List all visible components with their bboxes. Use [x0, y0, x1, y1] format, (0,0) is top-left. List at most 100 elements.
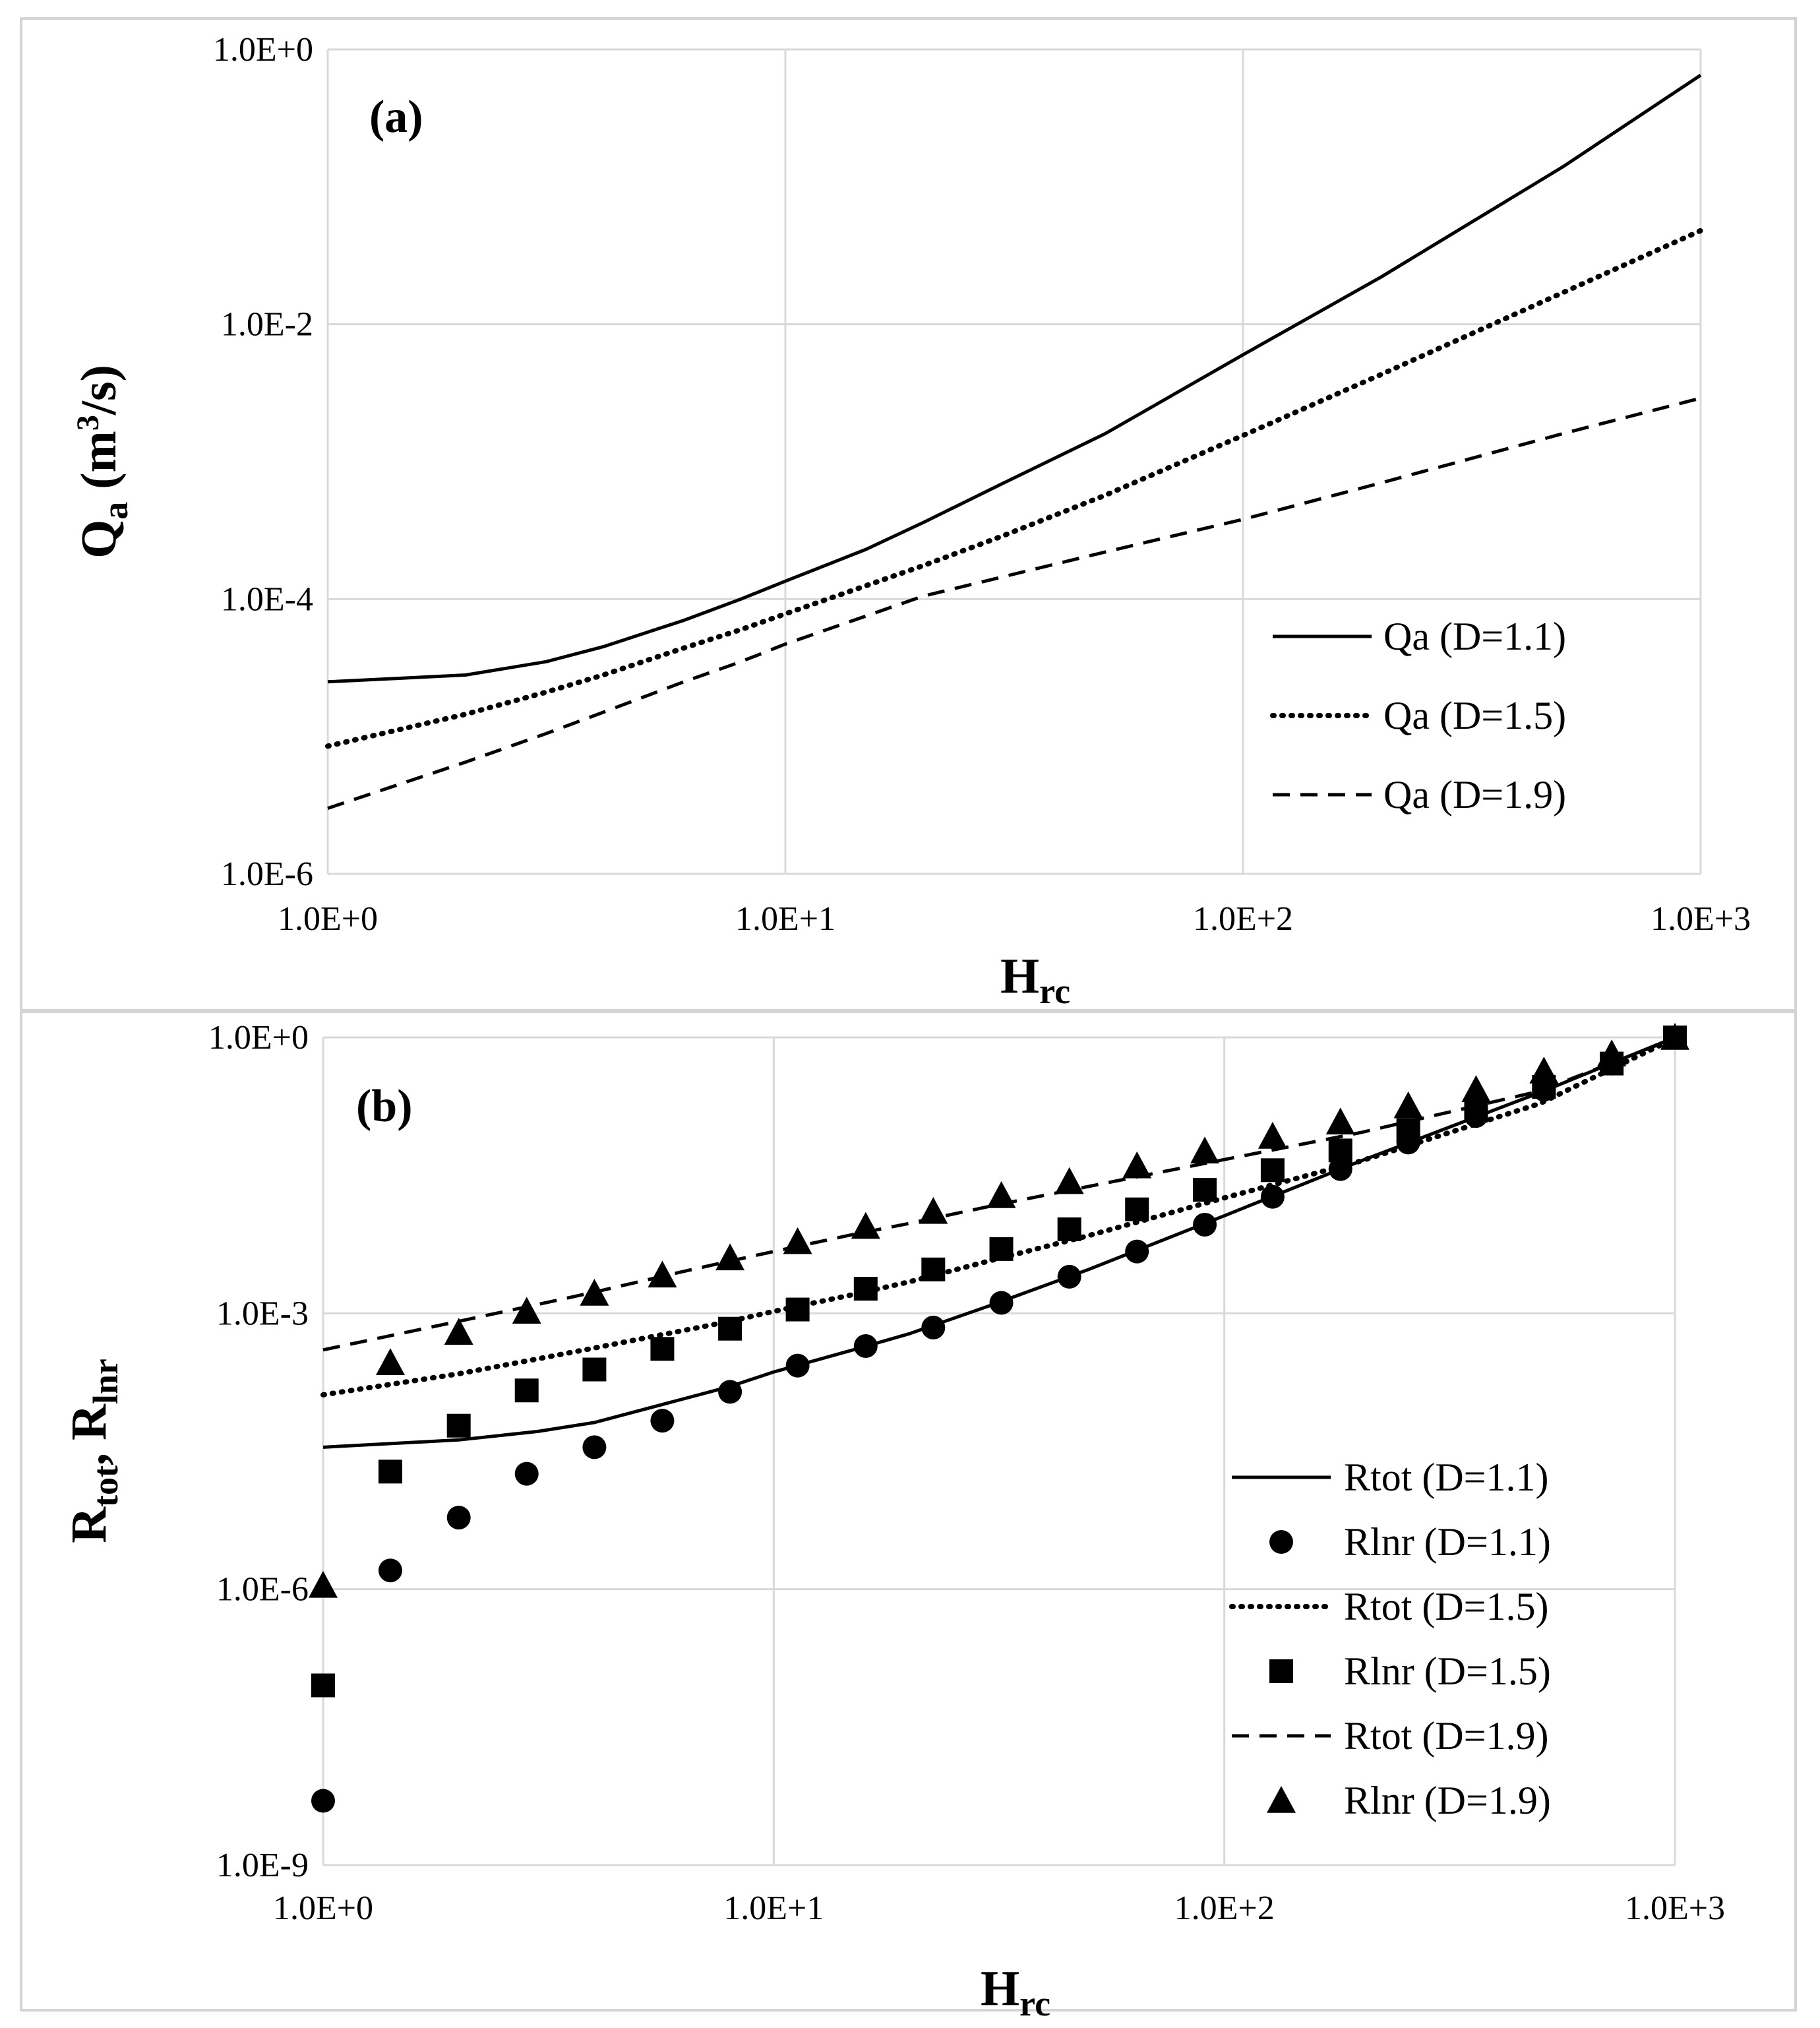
data-point-b-rlnr-d-1-5-11: [1057, 1217, 1081, 1241]
legend-a: Qa (D=1.1) Qa (D=1.5) Qa (D=1.9): [1270, 615, 1566, 816]
y-axis-title-sub2-b: lnr: [86, 1359, 125, 1404]
data-point-b-rlnr-d-1-1-8: [853, 1334, 878, 1359]
data-point-b-rlnr-d-1-5-7: [785, 1297, 810, 1322]
data-point-b-rlnr-d-1-9-1: [375, 1348, 405, 1375]
series-line-b-rtot-d-1-5: [320, 1035, 1678, 1398]
y-tick-label-b-0: 1.0E-9: [216, 1847, 309, 1884]
data-point-b-rlnr-d-1-5-17: [1464, 1098, 1488, 1122]
data-point-b-rlnr-d-1-1-7: [785, 1353, 810, 1378]
legend-label-a-1: Qa (D=1.5): [1383, 694, 1566, 737]
legend-label-b-5: Rlnr (D=1.9): [1344, 1779, 1551, 1822]
data-point-b-rlnr-d-1-9-17: [1461, 1075, 1491, 1102]
data-point-b-rlnr-d-1-5-1: [378, 1460, 402, 1484]
legend-b: Rtot (D=1.1) Rlnr (D=1.1) Rtot (D=1.5) Rlnr…: [1229, 1456, 1551, 1822]
data-point-b-rlnr-d-1-9-7: [783, 1227, 812, 1254]
data-point-b-rlnr-d-1-9-14: [1258, 1122, 1287, 1149]
data-point-b-rlnr-d-1-5-12: [1125, 1197, 1149, 1221]
data-point-b-rlnr-d-1-9-15: [1325, 1107, 1355, 1135]
tick-labels-b: 1.0E+0 1.0E+1 1.0E+2 1.0E+3 1.0E-9 1.0E-6 1.0E…: [208, 1019, 1725, 1927]
y-tick-label-b-1: 1.0E-6: [216, 1571, 309, 1609]
x-tick-label-b-0: 1.0E+0: [273, 1890, 373, 1927]
series-line-a-qa-d-1-1: [327, 73, 1702, 684]
data-point-b-rlnr-d-1-5-15: [1328, 1138, 1352, 1163]
x-axis-title-b: Hrc: [981, 1961, 1050, 2023]
data-point-b-rlnr-d-1-9-6: [715, 1243, 745, 1271]
y-tick-label-a-2: 1.0E-2: [221, 306, 313, 344]
data-point-b-rlnr-d-1-5-13: [1193, 1178, 1217, 1202]
data-point-b-rlnr-d-1-5-3: [514, 1378, 539, 1403]
data-point-b-rlnr-d-1-1-13: [1193, 1212, 1217, 1237]
y-axis-title-a: Qa (m3/s): [71, 365, 135, 559]
x-tick-label-b-2: 1.0E+2: [1174, 1890, 1275, 1927]
data-point-b-rlnr-d-1-5-10: [989, 1237, 1014, 1261]
series-line-a-qa-d-1-9: [327, 396, 1701, 810]
data-point-b-rlnr-d-1-9-2: [444, 1318, 473, 1345]
data-point-b-rlnr-d-1-5-8: [853, 1277, 878, 1301]
y-axis-title-rest-a: (m: [71, 431, 127, 502]
data-point-b-rlnr-d-1-5-14: [1260, 1158, 1285, 1183]
x-axis-title-sub-a: rc: [1039, 971, 1070, 1011]
data-point-b-rlnr-d-1-9-10: [986, 1181, 1016, 1208]
chart-a: 1.0E+0 1.0E+1 1.0E+2 1.0E+3 1.0E-6 1.0E-4 1.0E…: [71, 31, 1751, 1011]
legend-label-b-3: Rlnr (D=1.5): [1344, 1649, 1551, 1693]
data-point-b-rlnr-d-1-1-3: [514, 1461, 539, 1486]
data-point-b-rlnr-d-1-9-3: [512, 1297, 541, 1324]
data-point-b-rlnr-d-1-1-4: [582, 1435, 607, 1460]
series-markers-b-rlnr-d-1-1: [311, 1026, 1687, 1813]
y-axis-title-sub-b: tot: [86, 1465, 125, 1507]
y-axis-title-sup-a: 3: [71, 415, 106, 431]
data-point-b-rlnr-d-1-5-5: [650, 1337, 675, 1361]
data-point-b-rlnr-d-1-9-16: [1393, 1091, 1423, 1119]
legend-label-a-0: Qa (D=1.1): [1383, 615, 1566, 658]
chart-panel-b: [20, 1010, 1797, 2012]
data-point-b-rlnr-d-1-5-2: [446, 1413, 471, 1438]
y-axis-title-b: Rtot, Rlnr: [61, 1359, 125, 1543]
data-point-b-rlnr-d-1-1-1: [378, 1558, 402, 1583]
series-line-b-rtot-d-1-1: [322, 1035, 1676, 1449]
data-point-b-rlnr-d-1-9-9: [919, 1196, 948, 1224]
data-point-b-rlnr-d-1-5-0: [311, 1673, 335, 1698]
x-axis-title-sub-b: rc: [1019, 1984, 1050, 2023]
data-point-b-rlnr-d-1-9-18: [1529, 1057, 1559, 1084]
data-point-b-rlnr-d-1-9-0: [309, 1570, 338, 1598]
legend-label-b-2: Rtot (D=1.5): [1344, 1585, 1549, 1628]
gridlines-a: [326, 48, 1702, 875]
data-point-b-rlnr-d-1-1-2: [446, 1506, 471, 1530]
y-axis-title-sub-a: a: [96, 502, 135, 520]
series-group-a: [325, 73, 1703, 810]
x-axis-title-main-a: H: [1000, 948, 1039, 1004]
legend-label-a-2: Qa (D=1.9): [1383, 773, 1566, 816]
data-point-b-rlnr-d-1-1-6: [718, 1380, 743, 1404]
y-tick-label-a-1: 1.0E-4: [221, 580, 313, 618]
x-tick-label-a-1: 1.0E+1: [735, 900, 835, 938]
data-point-b-rlnr-d-1-1-12: [1125, 1239, 1149, 1264]
legend-label-b-1: Rlnr (D=1.1): [1344, 1520, 1551, 1564]
legend-swatch-b-5: [1267, 1786, 1296, 1813]
data-point-b-rlnr-d-1-9-11: [1054, 1167, 1084, 1194]
y-axis-title-end-a: /s): [71, 365, 127, 415]
data-point-b-rlnr-d-1-9-20: [1660, 1023, 1689, 1050]
data-point-b-rlnr-d-1-9-19: [1597, 1039, 1627, 1066]
x-tick-label-a-2: 1.0E+2: [1193, 900, 1293, 938]
y-axis-title-main-b: R: [61, 1506, 117, 1543]
data-point-b-rlnr-d-1-9-12: [1122, 1151, 1152, 1179]
data-point-b-rlnr-d-1-9-5: [648, 1260, 677, 1288]
panel-label-b: (b): [356, 1081, 413, 1132]
legend-swatch-b-3: [1269, 1659, 1293, 1683]
data-point-b-rlnr-d-1-5-4: [582, 1357, 607, 1382]
series-line-a-qa-d-1-5: [325, 228, 1703, 749]
y-tick-label-b-2: 1.0E-3: [216, 1295, 309, 1332]
data-point-b-rlnr-d-1-1-5: [650, 1409, 675, 1433]
legend-label-b-0: Rtot (D=1.1): [1344, 1456, 1549, 1499]
data-point-b-rlnr-d-1-1-14: [1260, 1184, 1285, 1209]
y-axis-title-rest-b: , R: [61, 1403, 117, 1465]
x-tick-label-b-1: 1.0E+1: [723, 1890, 824, 1927]
tick-labels-a: 1.0E+0 1.0E+1 1.0E+2 1.0E+3 1.0E-6 1.0E-4 1.0E…: [213, 31, 1751, 938]
chart-b: 1.0E+0 1.0E+1 1.0E+2 1.0E+3 1.0E-9 1.0E-6 1.0E…: [61, 1019, 1725, 2023]
panel-label-a: (a): [369, 92, 423, 142]
x-tick-label-a-3: 1.0E+3: [1651, 900, 1751, 938]
data-point-b-rlnr-d-1-5-6: [718, 1316, 743, 1341]
series-markers-b-rlnr-d-1-9: [309, 1023, 1689, 1598]
data-point-b-rlnr-d-1-1-10: [989, 1291, 1014, 1315]
